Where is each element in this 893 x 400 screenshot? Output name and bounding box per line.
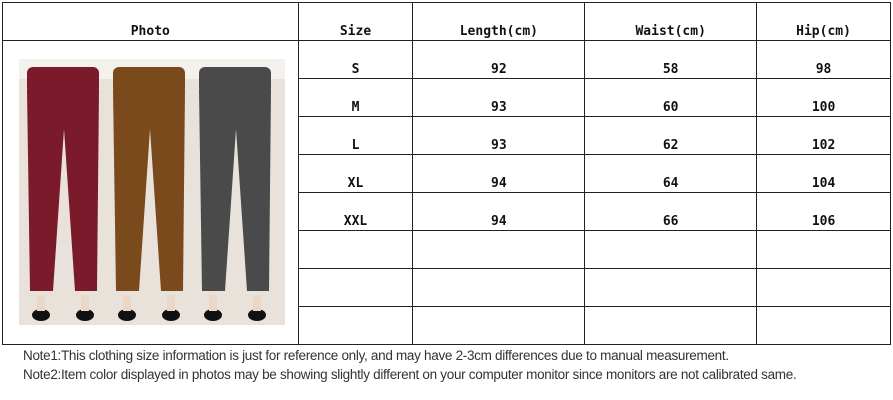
table-row xyxy=(3,268,891,307)
pants-image xyxy=(19,59,285,325)
header-length: Length(cm) xyxy=(412,2,586,41)
cell-size: XXL xyxy=(297,192,414,231)
pants-2 xyxy=(199,67,271,321)
table-row xyxy=(3,306,891,345)
cell-waist xyxy=(584,268,758,307)
cell-size xyxy=(297,306,414,345)
cell-length: 93 xyxy=(412,116,586,155)
cell-waist: 66 xyxy=(584,192,758,231)
cell-hip xyxy=(756,306,891,345)
cell-hip: 102 xyxy=(756,116,891,155)
cell-length: 94 xyxy=(412,192,586,231)
product-photo xyxy=(2,40,299,345)
pants-1 xyxy=(113,67,185,321)
cell-waist xyxy=(584,306,758,345)
cell-size: S xyxy=(297,40,414,79)
table-row xyxy=(3,230,891,269)
cell-length: 92 xyxy=(412,40,586,79)
header-photo: Photo xyxy=(2,2,299,41)
header-hip: Hip(cm) xyxy=(756,2,891,41)
size-chart-table: Photo Size Length(cm) Waist(cm) Hip(cm) … xyxy=(2,2,891,345)
note-2: Note2:Item color displayed in photos may… xyxy=(23,367,797,382)
note-1: Note1:This clothing size information is … xyxy=(23,348,729,363)
cell-size xyxy=(297,230,414,269)
cell-hip xyxy=(756,230,891,269)
notes: Note1:This clothing size information is … xyxy=(23,346,883,384)
cell-length: 94 xyxy=(412,154,586,193)
cell-length xyxy=(412,230,586,269)
header-waist: Waist(cm) xyxy=(584,2,758,41)
cell-size xyxy=(297,268,414,307)
cell-size: XL xyxy=(297,154,414,193)
table-row: M 93 60 100 xyxy=(3,78,891,117)
cell-waist xyxy=(584,230,758,269)
cell-waist: 60 xyxy=(584,78,758,117)
cell-waist: 62 xyxy=(584,116,758,155)
cell-hip: 104 xyxy=(756,154,891,193)
cell-length xyxy=(412,306,586,345)
cell-size: M xyxy=(297,78,414,117)
table-row: XL 94 64 104 xyxy=(3,154,891,193)
cell-hip xyxy=(756,268,891,307)
table-row: XXL 94 66 106 xyxy=(3,192,891,231)
cell-hip: 106 xyxy=(756,192,891,231)
cell-size: L xyxy=(297,116,414,155)
pants-0 xyxy=(27,67,99,321)
header-size: Size xyxy=(297,2,414,41)
header-row: Photo Size Length(cm) Waist(cm) Hip(cm) xyxy=(2,2,891,41)
cell-hip: 98 xyxy=(756,40,891,79)
cell-hip: 100 xyxy=(756,78,891,117)
cell-length xyxy=(412,268,586,307)
table-row: L 93 62 102 xyxy=(3,116,891,155)
cell-waist: 64 xyxy=(584,154,758,193)
table-row: S 92 58 98 xyxy=(2,40,891,345)
cell-waist: 58 xyxy=(584,40,758,79)
cell-length: 93 xyxy=(412,78,586,117)
